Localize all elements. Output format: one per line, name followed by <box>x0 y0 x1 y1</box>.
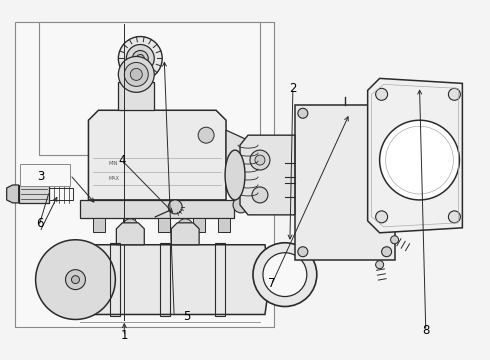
Text: 2: 2 <box>289 82 296 95</box>
Circle shape <box>298 247 308 257</box>
Bar <box>193 218 205 232</box>
Bar <box>215 243 225 316</box>
Bar <box>15 22 274 327</box>
Circle shape <box>250 150 270 170</box>
Bar <box>160 243 170 316</box>
Circle shape <box>376 211 388 223</box>
Bar <box>20 164 70 186</box>
Circle shape <box>258 268 282 292</box>
Circle shape <box>36 240 115 319</box>
Polygon shape <box>89 110 226 200</box>
Circle shape <box>177 219 193 235</box>
Circle shape <box>376 261 384 269</box>
Bar <box>94 218 105 232</box>
Bar <box>123 218 135 232</box>
Text: 6: 6 <box>36 216 44 230</box>
Text: 7: 7 <box>268 278 275 291</box>
Circle shape <box>132 50 148 67</box>
Circle shape <box>263 253 307 297</box>
Circle shape <box>126 45 154 72</box>
Polygon shape <box>171 223 199 245</box>
Circle shape <box>233 197 249 213</box>
Polygon shape <box>7 185 19 203</box>
Text: MAX: MAX <box>108 176 120 181</box>
Circle shape <box>130 68 142 80</box>
Circle shape <box>376 88 388 100</box>
Bar <box>49 188 74 200</box>
Bar <box>19 185 49 203</box>
Circle shape <box>136 54 144 62</box>
Polygon shape <box>75 245 270 315</box>
Polygon shape <box>240 135 295 215</box>
Text: 5: 5 <box>183 310 190 323</box>
Polygon shape <box>368 78 463 233</box>
Bar <box>80 200 234 218</box>
Bar <box>413 140 424 150</box>
Polygon shape <box>226 130 248 190</box>
Circle shape <box>405 180 415 190</box>
Circle shape <box>255 155 265 165</box>
Bar <box>39 22 260 155</box>
Circle shape <box>168 200 182 214</box>
Circle shape <box>386 126 453 194</box>
Bar <box>295 105 394 260</box>
Circle shape <box>252 187 268 203</box>
Text: 4: 4 <box>118 154 125 167</box>
Text: 8: 8 <box>422 324 429 337</box>
Ellipse shape <box>225 150 245 200</box>
Circle shape <box>66 270 85 289</box>
Bar <box>119 82 154 110</box>
Polygon shape <box>116 223 144 245</box>
Circle shape <box>382 108 392 118</box>
Circle shape <box>380 120 460 200</box>
Circle shape <box>119 37 162 80</box>
Circle shape <box>227 167 243 183</box>
Bar <box>413 180 424 190</box>
Text: 3: 3 <box>37 170 45 183</box>
Circle shape <box>391 121 398 129</box>
Text: MIN: MIN <box>108 161 118 166</box>
Bar <box>158 218 170 232</box>
Bar <box>110 243 121 316</box>
Circle shape <box>448 88 461 100</box>
Circle shape <box>122 219 138 235</box>
Circle shape <box>72 276 79 284</box>
Circle shape <box>405 140 415 150</box>
Circle shape <box>124 62 148 86</box>
Text: 1: 1 <box>121 329 128 342</box>
Bar <box>218 218 230 232</box>
Circle shape <box>448 211 461 223</box>
Circle shape <box>198 127 214 143</box>
Circle shape <box>119 57 154 92</box>
Circle shape <box>298 108 308 118</box>
Circle shape <box>391 236 398 244</box>
Circle shape <box>382 247 392 257</box>
Circle shape <box>253 243 317 306</box>
